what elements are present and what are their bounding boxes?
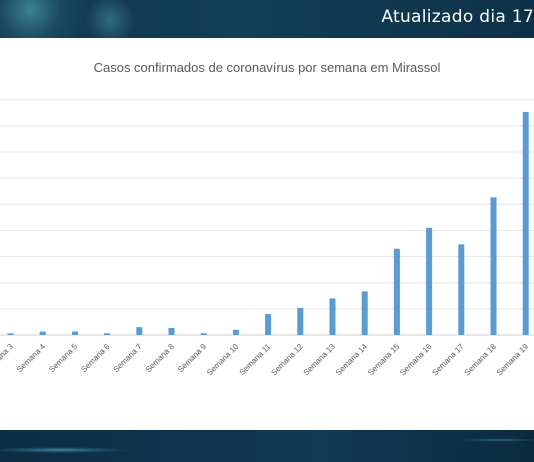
top-banner: Atualizado dia 17: [0, 0, 534, 38]
bar: [232, 329, 239, 335]
bar: [426, 227, 433, 335]
chart-background: [0, 38, 534, 430]
bar: [71, 331, 78, 335]
bar: [168, 328, 175, 335]
bar: [200, 333, 207, 335]
gridlines: [0, 99, 534, 336]
bar: [490, 197, 497, 335]
bar: [7, 333, 14, 335]
chart-card: Casos confirmados de coronavírus por sem…: [0, 38, 534, 430]
bar: [265, 314, 272, 335]
bar: [104, 333, 111, 335]
bar: [39, 331, 46, 335]
chart-title: Casos confirmados de coronavírus por sem…: [94, 60, 441, 75]
bar: [329, 298, 336, 335]
update-label: Atualizado dia 17: [381, 7, 534, 27]
bar: [361, 291, 368, 335]
bar: [522, 111, 529, 336]
bar: [458, 244, 465, 335]
bar: [393, 248, 400, 335]
bar-chart: Casos confirmados de coronavírus por sem…: [0, 38, 534, 430]
bars: [7, 111, 529, 336]
bar: [136, 327, 143, 335]
bottom-banner: [0, 430, 534, 462]
bar: [297, 307, 304, 335]
